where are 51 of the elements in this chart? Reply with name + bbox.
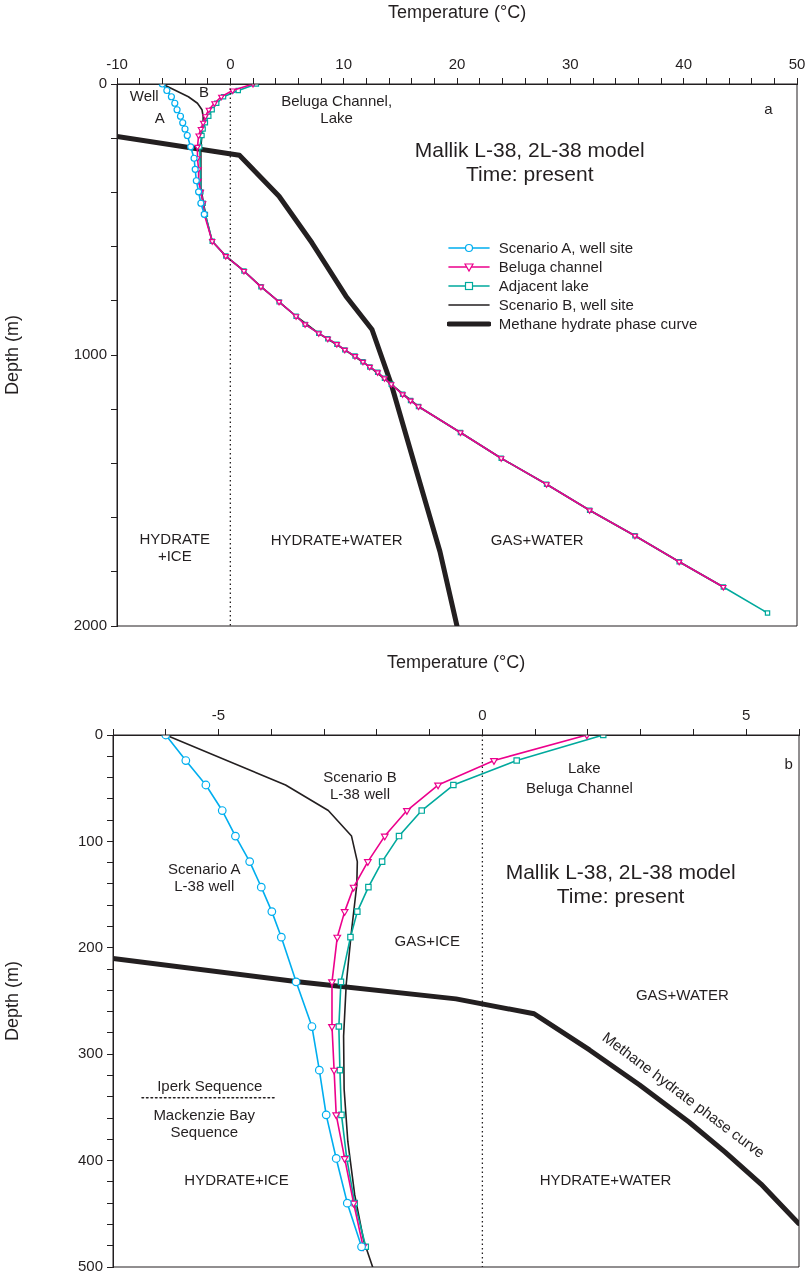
annotation: Beluga Channel xyxy=(526,779,633,797)
x-tick-label: 0 xyxy=(226,55,235,73)
x-tick-label: -5 xyxy=(211,706,226,724)
x-axis-title: Temperature (°C) xyxy=(386,651,526,672)
text: Time: present xyxy=(464,162,595,187)
legend-label: Scenario B, well site xyxy=(498,296,634,314)
annotation: HYDRATE+WATER xyxy=(539,1170,672,1188)
y-tick-label: 1000 xyxy=(73,345,107,363)
annotation: Scenario A L-38 well xyxy=(167,860,241,895)
annotation: HYDRATE+ICE xyxy=(184,1170,289,1188)
y-tick-label: 0 xyxy=(98,74,107,92)
x-tick-label: 0 xyxy=(478,706,487,724)
y-tick-label: 200 xyxy=(77,937,103,955)
y-tick-label: 400 xyxy=(77,1150,103,1168)
y-tick-label: 0 xyxy=(94,725,103,743)
x-tick-label: 20 xyxy=(448,55,466,73)
legend-label: Adjacent lake xyxy=(498,277,589,295)
annotation: A xyxy=(154,109,165,127)
annotation: HYDRATE +ICE xyxy=(139,529,211,564)
annotation: a xyxy=(764,100,774,118)
annotation: GAS+ICE xyxy=(394,931,460,949)
annotation: GAS+WATER xyxy=(635,985,730,1003)
annotation: GAS+WATER xyxy=(490,531,584,549)
y-tick-label: 500 xyxy=(77,1257,103,1275)
y-tick-label: 2000 xyxy=(73,616,107,634)
x-tick-label: 50 xyxy=(788,55,806,73)
y-axis-title: Depth (m) xyxy=(1,960,22,1042)
annotation: B xyxy=(199,83,210,101)
x-tick-label: 40 xyxy=(675,55,693,73)
x-axis-title: Temperature (°C) xyxy=(387,1,527,22)
annotation: Lake xyxy=(568,759,601,777)
annotation: HYDRATE+WATER xyxy=(270,531,403,549)
annotation: Beluga Channel, Lake xyxy=(281,91,393,126)
x-tick-label: 10 xyxy=(335,55,353,73)
annotation: Iperk Sequence xyxy=(157,1077,263,1095)
annotation: Mackenzie Bay Sequence xyxy=(153,1105,256,1140)
annotation: Well xyxy=(129,86,159,104)
legend-label: Scenario A, well site xyxy=(498,239,634,257)
legend-label: Methane hydrate phase curve xyxy=(498,315,698,333)
legend-label: Beluga channel xyxy=(498,258,603,276)
x-tick-label: 5 xyxy=(742,706,751,724)
x-tick-label: -10 xyxy=(106,55,128,73)
text: Mallik L-38, 2L-38 model xyxy=(414,138,645,163)
annotation: Scenario B L-38 well xyxy=(323,767,397,802)
y-tick-label: 300 xyxy=(77,1044,103,1062)
text: Time: present xyxy=(555,884,686,909)
y-tick-label: 100 xyxy=(77,831,103,849)
text: Mallik L-38, 2L-38 model xyxy=(505,860,736,885)
x-tick-label: 30 xyxy=(561,55,579,73)
y-axis-title: Depth (m) xyxy=(1,314,22,396)
annotation: b xyxy=(784,754,793,772)
